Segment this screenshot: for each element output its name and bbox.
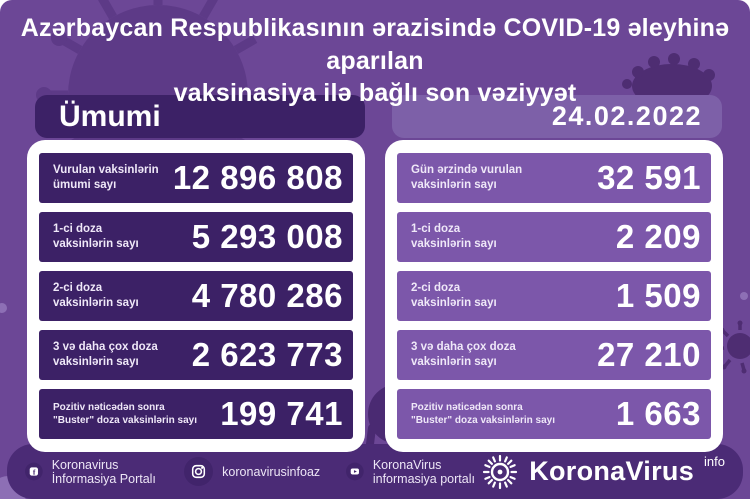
table-row: 2-ci doza vaksinlərin sayı 4 780 286 — [39, 271, 353, 321]
koronavirus-logo: KoronaVirus info — [479, 451, 725, 493]
social-item-youtube[interactable]: KoronaVirus informasiya portalı — [346, 457, 479, 486]
table-row: Pozitiv nəticədən sonra "Buster" doza va… — [397, 389, 711, 439]
social-label: Koronavirus İnformasiya Portalı — [51, 457, 156, 486]
youtube-icon — [346, 462, 364, 481]
page-title-line1: Azərbaycan Respublikasının ərazisində CO… — [20, 14, 730, 75]
page-title-line2: vaksinasiya ilə bağlı son vəziyyət — [173, 79, 577, 107]
stat-value: 199 741 — [220, 395, 343, 432]
logo-text: KoronaVirus — [529, 456, 695, 486]
right-stats-card: Gün ərzində vurulan vaksinlərin sayı 32 … — [385, 140, 723, 452]
stat-label: 2-ci doza vaksinlərin sayı — [411, 282, 497, 309]
left-stats-card: Vurulan vaksinlərin ümumi sayı 12 896 80… — [27, 140, 365, 452]
facebook-icon: f — [25, 462, 43, 481]
table-row: Pozitiv nəticədən sonra "Buster" doza va… — [39, 389, 353, 439]
table-row: 2-ci doza vaksinlərin sayı 1 509 — [397, 271, 711, 321]
page-title: Azərbaycan Respublikasının ərazisində CO… — [0, 12, 750, 110]
table-row: 1-ci doza vaksinlərin sayı 2 209 — [397, 212, 711, 262]
stat-label: Vurulan vaksinlərin ümumi sayı — [53, 164, 159, 191]
stat-label: Pozitiv nəticədən sonra "Buster" doza va… — [53, 402, 197, 426]
report-date: 24.02.2022 — [551, 101, 702, 131]
table-row: 3 və daha çox doza vaksinlərin sayı 27 2… — [397, 330, 711, 380]
stat-label: Pozitiv nəticədən sonra "Buster" doza va… — [411, 402, 555, 426]
table-row: Gün ərzində vurulan vaksinlərin sayı 32 … — [397, 153, 711, 203]
social-label: KoronaVirus informasiya portalı — [372, 457, 475, 486]
stat-value: 2 209 — [615, 218, 701, 255]
stat-label: 1-ci doza vaksinlərin sayı — [411, 223, 497, 250]
table-row: 3 və daha çox doza vaksinlərin sayı 2 62… — [39, 330, 353, 380]
social-label: koronavirusinfoaz — [222, 464, 321, 479]
table-row: 1-ci doza vaksinlərin sayı 5 293 008 — [39, 212, 353, 262]
stat-label: Gün ərzində vurulan vaksinlərin sayı — [411, 164, 523, 191]
social-item-instagram[interactable]: koronavirusinfoaz — [184, 457, 320, 486]
logo-superscript: info — [704, 454, 725, 469]
right-panel-header: 24.02.2022 — [392, 95, 722, 138]
virus-icon — [483, 454, 518, 489]
stat-value: 32 591 — [597, 159, 701, 196]
stat-value: 27 210 — [597, 336, 701, 373]
stat-label: 3 və daha çox doza vaksinlərin sayı — [411, 341, 516, 368]
left-panel-title: Ümumi — [59, 99, 161, 133]
stat-value: 12 896 808 — [172, 159, 343, 196]
social-item-facebook[interactable]: f Koronavirus İnformasiya Portalı — [25, 457, 158, 486]
stat-label: 2-ci doza vaksinlərin sayı — [53, 282, 139, 309]
stat-value: 1 509 — [615, 277, 701, 314]
left-panel-header: Ümumi — [35, 95, 365, 138]
svg-text:f: f — [33, 467, 36, 476]
instagram-icon — [184, 457, 214, 486]
stat-value: 4 780 286 — [191, 277, 343, 314]
stat-value: 1 663 — [615, 395, 701, 432]
stat-value: 5 293 008 — [191, 218, 343, 255]
table-row: Vurulan vaksinlərin ümumi sayı 12 896 80… — [39, 153, 353, 203]
stat-label: 1-ci doza vaksinlərin sayı — [53, 223, 139, 250]
stat-label: 3 və daha çox doza vaksinlərin sayı — [53, 341, 158, 368]
footer: f Koronavirus İnformasiya Portalı korona… — [7, 444, 743, 499]
social-links: f Koronavirus İnformasiya Portalı korona… — [25, 457, 479, 486]
stat-value: 2 623 773 — [191, 336, 343, 373]
